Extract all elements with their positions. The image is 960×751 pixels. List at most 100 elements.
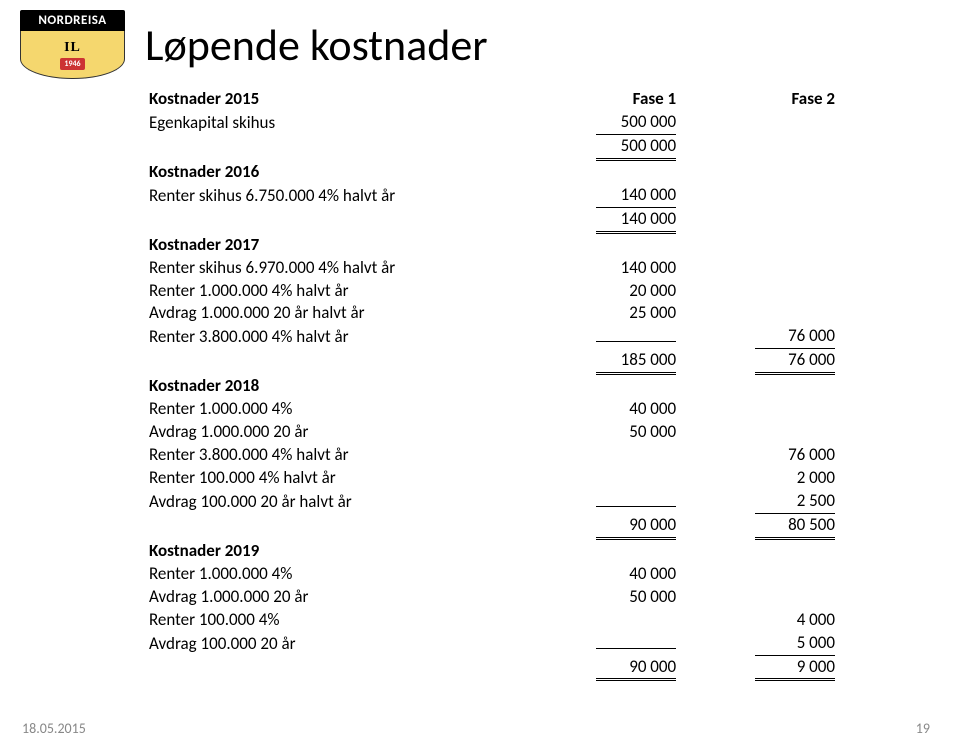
- slide-content: Løpende kostnader Kostnader 2015 Fase 1 …: [145, 18, 925, 681]
- header-fase2: Fase 2: [706, 88, 865, 111]
- row-value-fase1: 25 000: [547, 302, 706, 325]
- row-value-fase2: [706, 184, 865, 208]
- row-label: [145, 656, 547, 682]
- logo-year: 1946: [60, 58, 84, 70]
- row-value-fase1: [547, 444, 706, 467]
- table-row: Renter 3.800.000 4% halvt år 76 000: [145, 444, 865, 467]
- row-value-fase1: 50 000: [547, 586, 706, 609]
- row-value-fase1: 140 000: [547, 208, 706, 234]
- footer-page: 19: [916, 720, 930, 737]
- row-label: Egenkapital skihus: [145, 111, 547, 135]
- row-label: Avdrag 1.000.000 20 år: [145, 586, 547, 609]
- table-row: Kostnader 2017: [145, 234, 865, 257]
- table-row: Kostnader 2018: [145, 375, 865, 398]
- cost-table: Kostnader 2015 Fase 1 Fase 2 Egenkapital…: [145, 88, 865, 681]
- row-value-fase1: 140 000: [547, 184, 706, 208]
- page-title: Løpende kostnader: [145, 18, 925, 72]
- row-label: Renter 1.000.000 4%: [145, 398, 547, 421]
- header-kostnader: Kostnader 2015: [145, 88, 547, 111]
- row-label: Renter 1.000.000 4%: [145, 563, 547, 586]
- table-row: Renter 100.000 4% halvt år2 000: [145, 467, 865, 490]
- table-row: Kostnader 2016: [145, 161, 865, 184]
- row-value-fase1: 500 000: [547, 111, 706, 135]
- header-fase1: Fase 1: [547, 88, 706, 111]
- row-value-fase2: 76 000: [706, 325, 865, 349]
- table-row: Renter skihus 6.750.000 4% halvt år140 0…: [145, 184, 865, 208]
- table-row: Avdrag 100.000 20 år halvt år 2 500: [145, 490, 865, 514]
- row-label: Renter 3.800.000 4% halvt år: [145, 444, 547, 467]
- club-logo: NORDREISA IL 1946: [20, 10, 125, 90]
- row-value-fase2: [706, 280, 865, 303]
- row-label: Kostnader 2016: [145, 161, 547, 184]
- row-value-fase2: 2 500: [706, 490, 865, 514]
- table-row: 500 000: [145, 135, 865, 161]
- row-label: Renter 1.000.000 4% halvt år: [145, 280, 547, 303]
- logo-il: IL: [64, 40, 81, 56]
- row-value-fase2: 5 000: [706, 632, 865, 656]
- row-value-fase2: [706, 135, 865, 161]
- row-value-fase2: [706, 111, 865, 135]
- row-label: Kostnader 2019: [145, 540, 547, 563]
- row-value-fase1: [547, 325, 706, 349]
- row-value-fase1: 90 000: [547, 656, 706, 682]
- row-label: Avdrag 100.000 20 år halvt år: [145, 490, 547, 514]
- row-value-fase2: [706, 234, 865, 257]
- row-label: Renter 100.000 4%: [145, 609, 547, 632]
- row-label: Renter 3.800.000 4% halvt år: [145, 325, 547, 349]
- row-value-fase1: [547, 540, 706, 563]
- row-label: [145, 208, 547, 234]
- table-row: Renter skihus 6.970.000 4% halvt år140 0…: [145, 257, 865, 280]
- row-label: [145, 135, 547, 161]
- table-row: Avdrag 1.000.000 20 år50 000: [145, 421, 865, 444]
- row-value-fase1: 185 000: [547, 349, 706, 375]
- row-value-fase2: [706, 540, 865, 563]
- row-label: Kostnader 2018: [145, 375, 547, 398]
- row-value-fase1: [547, 467, 706, 490]
- row-value-fase1: 20 000: [547, 280, 706, 303]
- table-row: Renter 3.800.000 4% halvt år 76 000: [145, 325, 865, 349]
- row-label: Avdrag 1.000.000 20 år halvt år: [145, 302, 547, 325]
- row-value-fase2: 2 000: [706, 467, 865, 490]
- row-value-fase2: 76 000: [706, 349, 865, 375]
- table-row: Renter 100.000 4% 4 000: [145, 609, 865, 632]
- row-label: Renter skihus 6.750.000 4% halvt år: [145, 184, 547, 208]
- row-value-fase2: 76 000: [706, 444, 865, 467]
- table-row: Renter 1.000.000 4%40 000: [145, 398, 865, 421]
- row-value-fase2: 80 500: [706, 514, 865, 540]
- row-value-fase1: [547, 632, 706, 656]
- table-row: 90 0009 000: [145, 656, 865, 682]
- row-value-fase2: [706, 421, 865, 444]
- table-row: Renter 1.000.000 4% halvt år20 000: [145, 280, 865, 303]
- row-value-fase1: [547, 375, 706, 398]
- row-value-fase2: [706, 586, 865, 609]
- table-row: Avdrag 1.000.000 20 år50 000: [145, 586, 865, 609]
- row-value-fase1: [547, 161, 706, 184]
- row-label: Avdrag 1.000.000 20 år: [145, 421, 547, 444]
- row-label: Kostnader 2017: [145, 234, 547, 257]
- row-label: [145, 514, 547, 540]
- row-value-fase1: 90 000: [547, 514, 706, 540]
- table-row: Kostnader 2019: [145, 540, 865, 563]
- table-row: 140 000: [145, 208, 865, 234]
- row-value-fase2: [706, 302, 865, 325]
- logo-shield: IL 1946: [20, 31, 125, 79]
- row-value-fase1: 500 000: [547, 135, 706, 161]
- row-label: Avdrag 100.000 20 år: [145, 632, 547, 656]
- table-row: 90 00080 500: [145, 514, 865, 540]
- row-value-fase2: 9 000: [706, 656, 865, 682]
- table-row: Renter 1.000.000 4%40 000: [145, 563, 865, 586]
- row-value-fase1: 40 000: [547, 398, 706, 421]
- row-value-fase1: 50 000: [547, 421, 706, 444]
- row-value-fase1: [547, 234, 706, 257]
- table-row: Avdrag 1.000.000 20 år halvt år25 000: [145, 302, 865, 325]
- footer-date: 18.05.2015: [22, 720, 86, 737]
- table-row: Egenkapital skihus500 000: [145, 111, 865, 135]
- row-value-fase1: 140 000: [547, 257, 706, 280]
- row-value-fase2: [706, 208, 865, 234]
- row-value-fase2: [706, 563, 865, 586]
- table-header-row: Kostnader 2015 Fase 1 Fase 2: [145, 88, 865, 111]
- row-label: [145, 349, 547, 375]
- logo-top-text: NORDREISA: [20, 10, 125, 31]
- row-value-fase2: 4 000: [706, 609, 865, 632]
- row-value-fase2: [706, 161, 865, 184]
